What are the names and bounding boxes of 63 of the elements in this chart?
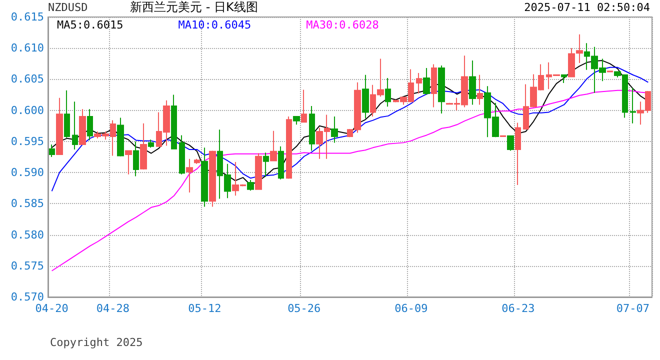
x-tick-label: 05-26 — [288, 302, 321, 315]
candlestick — [201, 147, 208, 208]
y-tick-label: 0.605 — [10, 72, 44, 86]
candlestick — [133, 140, 139, 177]
text: Copyright 2025 — [50, 336, 143, 349]
candlestick — [171, 94, 177, 150]
chart-subtitle: NZDUSD — [48, 1, 88, 14]
candlestick — [72, 101, 78, 150]
candlestick — [209, 150, 216, 208]
candlestick — [79, 108, 86, 146]
candlestick — [416, 72, 422, 94]
candlestick — [469, 60, 476, 106]
y-tick-label: 0.580 — [10, 228, 44, 242]
candlestick — [423, 68, 430, 96]
candlestick — [385, 77, 391, 108]
candlestick — [194, 158, 200, 164]
y-tick-label: 0.595 — [10, 134, 44, 148]
candlestick — [515, 122, 521, 186]
candlestick — [64, 90, 70, 138]
candlestick — [270, 130, 277, 162]
candlestick — [186, 158, 193, 193]
text: MA10:0.6045 — [178, 18, 252, 32]
candlestick — [125, 150, 132, 175]
candlestick — [49, 144, 55, 158]
chart-title: 新西兰元美元 - 日K线图 — [130, 0, 258, 14]
x-tick-label: 04-28 — [96, 302, 130, 315]
text: MA30:0.6028 — [306, 18, 379, 32]
candlestick — [301, 89, 307, 123]
text: 2025-07-11 02:50:04 — [524, 1, 650, 14]
x-tick-label: 04-20 — [35, 302, 68, 315]
candlestick — [148, 139, 154, 148]
candlestick — [561, 74, 567, 84]
candlestick — [278, 146, 284, 180]
candlestick — [438, 65, 445, 114]
text: MA5:0.6015 — [57, 18, 124, 32]
candlestick — [630, 87, 636, 124]
candlestick — [331, 116, 338, 144]
x-tick-label: 07-07 — [616, 302, 650, 315]
candlestick — [56, 97, 63, 156]
candlestick — [362, 74, 369, 119]
y-tick-label: 0.570 — [10, 290, 44, 304]
candlestick — [255, 152, 262, 190]
candlestick — [179, 134, 185, 175]
candlestick — [293, 116, 300, 126]
candlestick — [263, 152, 269, 178]
candlestick — [247, 180, 254, 192]
x-tick-label: 06-23 — [502, 302, 535, 315]
candlestick — [477, 74, 483, 106]
y-tick-label: 0.610 — [10, 42, 44, 55]
candlestick — [431, 64, 437, 108]
y-tick-label: 0.590 — [10, 166, 44, 180]
candlestick — [309, 105, 315, 152]
candlestick — [117, 117, 124, 157]
y-tick-label: 0.585 — [10, 197, 44, 210]
y-tick-label: 0.600 — [10, 104, 44, 117]
x-tick-label: 05-12 — [188, 302, 222, 315]
candlestick — [507, 135, 514, 152]
y-tick-label: 0.575 — [10, 259, 44, 272]
y-tick-label: 0.615 — [10, 10, 44, 24]
candlestick — [87, 108, 93, 141]
x-tick-label: 06-09 — [394, 302, 428, 315]
candlestick — [286, 116, 292, 180]
candlestick — [140, 122, 147, 170]
